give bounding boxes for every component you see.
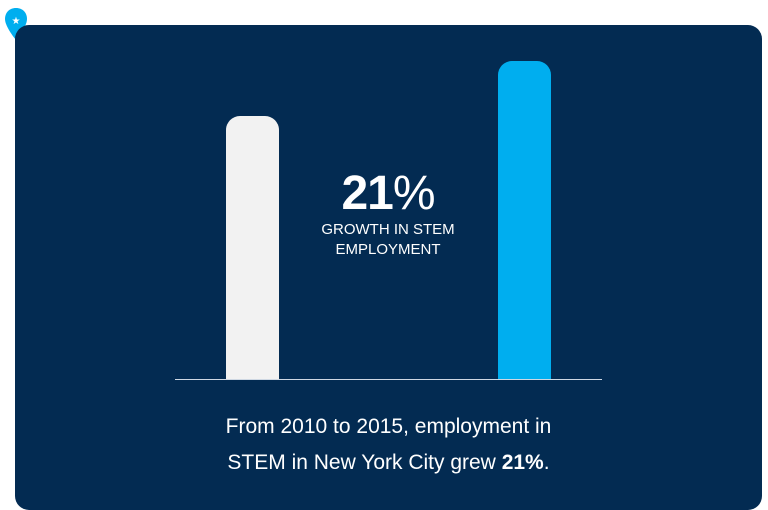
bar-2015 (498, 61, 551, 379)
caption-highlight: 21% (501, 451, 544, 474)
growth-annotation: 21% GROWTH IN STEM EMPLOYMENT (298, 168, 478, 260)
chart-caption: From 2010 to 2015, employment in STEM in… (175, 409, 602, 481)
caption-line1: From 2010 to 2015, employment in (225, 415, 552, 438)
caption-line2: STEM in New York City grew 21%. (227, 451, 550, 474)
bar-2010 (226, 116, 279, 379)
chart-card (15, 25, 762, 510)
growth-value: 21% (341, 167, 435, 220)
x-axis-baseline (175, 379, 602, 380)
svg-text:★: ★ (12, 16, 21, 27)
growth-label-line2: EMPLOYMENT (335, 241, 441, 258)
growth-label-line1: GROWTH IN STEM (321, 221, 455, 238)
